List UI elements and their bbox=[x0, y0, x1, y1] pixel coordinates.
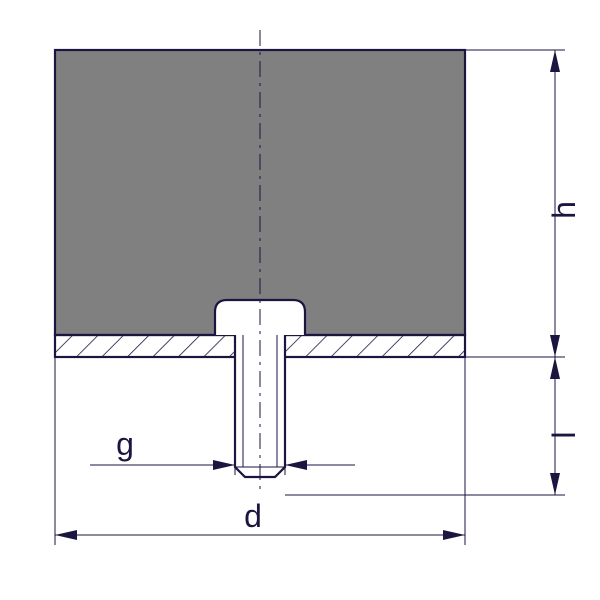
dim-l-label: l bbox=[546, 431, 582, 438]
arrowhead bbox=[55, 530, 77, 540]
plate-hatch-left bbox=[55, 335, 235, 357]
plate-hatch-right bbox=[285, 335, 465, 357]
arrowhead bbox=[285, 460, 307, 470]
dim-g-label: g bbox=[116, 426, 134, 462]
arrowhead bbox=[443, 530, 465, 540]
dim-h-label: h bbox=[546, 201, 582, 219]
arrowhead bbox=[550, 357, 560, 379]
arrowhead bbox=[550, 50, 560, 72]
arrowhead bbox=[550, 473, 560, 495]
dim-d-label: d bbox=[244, 498, 262, 534]
arrowhead bbox=[213, 460, 235, 470]
arrowhead bbox=[550, 335, 560, 357]
